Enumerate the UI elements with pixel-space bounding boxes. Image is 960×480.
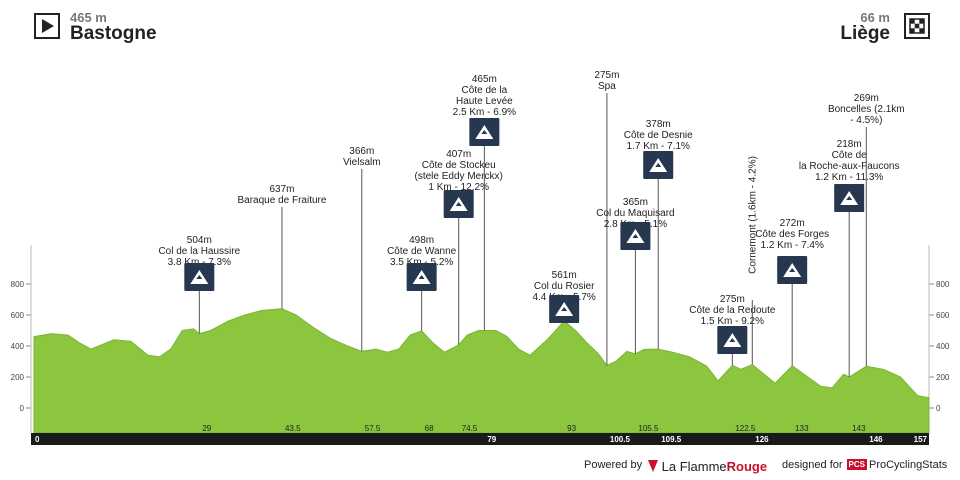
mountain-icon-snow [632,234,639,238]
climb-label: 498m [409,235,434,246]
km-marker-label: 74.5 [462,424,478,433]
climb-label: Côte de la [462,85,508,96]
climb-label: Haute Levée [456,96,513,107]
climb-label: 275m [720,294,745,305]
mountain-icon-snow [455,202,462,206]
climb-label: 3.8 Km - 7.3% [168,257,231,268]
climb-label: Côte de Wanne [387,246,457,257]
km-marker-label: 93 [567,424,576,433]
climb-label: 1.5 Km - 9.2% [701,316,764,327]
climb-label: 504m [187,235,212,246]
checkered-flag-icon [904,13,930,39]
brand-rouge: Rouge [726,459,768,474]
climb-label: Baraque de Fraiture [238,195,327,206]
y-tick-label-left: 800 [11,280,25,289]
climb-label: - 4.5%) [850,115,882,126]
climb-label: 561m [552,270,577,281]
y-tick-label-left: 400 [11,342,25,351]
km-marker-label: 0 [35,435,40,444]
y-tick-label-right: 0 [936,404,941,413]
climb-label-vertical: Cornemont (1.6km - 4.2%) [747,156,758,274]
climb-label: Boncelles (2.1km [828,104,905,115]
finish-altitude: 66 m [860,10,890,25]
y-tick-label-right: 400 [936,342,950,351]
climb-label: 637m [269,184,294,195]
climb-label: 1 Km - 12.2% [428,182,489,193]
mountain-icon-snow [846,196,853,200]
km-marker-label: 57.5 [365,424,381,433]
y-tick-label-left: 0 [20,404,25,413]
mountain-icon-snow [655,163,662,167]
finish-city: Liège [840,23,890,44]
climb-label: 275m [594,70,619,81]
climb-label: 269m [854,93,879,104]
climb-label: la Roche-aux-Faucons [799,161,900,172]
km-marker-label: 146 [869,435,883,444]
elevation-profile-chart: 0 0 200 200 400 400 600 600 800 800 0 29 43.5 57.5 68 7… [11,70,950,445]
climb-label: 1.7 Km - 7.1% [627,141,690,152]
km-marker-label: 43.5 [285,424,301,433]
y-tick-label-right: 200 [936,373,950,382]
climb-label: 407m [446,149,471,160]
km-marker-label: 133 [795,424,809,433]
climb-label: 2.5 Km - 6.9% [453,107,516,118]
designed-for-credit: designed for PCS ProCyclingStats [782,459,947,471]
climb-label: Col du Rosier [534,281,595,292]
mountain-icon-snow [196,275,203,279]
climb-label: 1.2 Km - 11.3% [815,172,883,183]
climb-label: 378m [646,119,671,130]
mountain-icon-snow [729,338,736,342]
climb-label: Col de la Haussire [158,246,240,257]
climb-label: 3.5 Km - 5.2% [390,257,453,268]
elevation-area [33,308,930,434]
y-tick-label-left: 200 [11,373,25,382]
km-marker-label: 126 [755,435,769,444]
y-tick-label-left: 600 [11,311,25,320]
mountain-icon-snow [418,275,425,279]
climb-label: 366m [349,146,374,157]
laflammerouge-logo: La FlammeRouge [648,459,767,474]
climb-label: 218m [837,139,862,150]
climb-label: Spa [598,81,616,92]
climb-label: Côte de la Redoute [689,305,776,316]
brand-la-flamme: La Flamme [661,459,727,474]
pcs-badge: PCS [846,459,867,470]
distance-bar [31,433,929,445]
km-marker-label: 29 [202,424,211,433]
climb-label: Côte des Forges [755,229,829,240]
climb-label: Col du Maquisard [596,208,674,219]
climb-label: 272m [780,218,805,229]
flame-icon [648,460,658,472]
designed-for-label: designed for [782,459,843,471]
mountain-icon-snow [561,307,568,311]
km-marker-label: 68 [425,424,434,433]
mountain-icon-snow [789,268,796,272]
km-marker-label: 100.5 [610,435,631,444]
mountain-icon-snow [481,130,488,134]
km-marker-label: 79 [487,435,496,444]
y-tick-label-right: 600 [936,311,950,320]
km-marker-label: 105.5 [638,424,659,433]
km-marker-label: 157 [914,435,928,444]
km-marker-label: 122.5 [735,424,756,433]
climb-label: Côte de Desnie [624,130,693,141]
climb-label: 1.2 Km - 7.4% [761,240,824,251]
powered-by-label: Powered by [584,459,643,471]
climb-label: Côte de Stockeu [422,160,496,171]
climb-label: 465m [472,74,497,85]
km-marker-label: 143 [852,424,866,433]
start-city: Bastogne [70,23,157,44]
climb-label: Vielsalm [343,157,381,168]
km-marker-label: 109.5 [661,435,682,444]
play-icon [34,13,60,39]
climb-label: 365m [623,197,648,208]
pcs-name: ProCyclingStats [869,459,948,471]
climb-label: (stele Eddy Merckx) [415,171,503,182]
y-tick-label-right: 800 [936,280,950,289]
climb-label: Côte de [832,150,867,161]
start-altitude: 465 m [70,10,107,25]
